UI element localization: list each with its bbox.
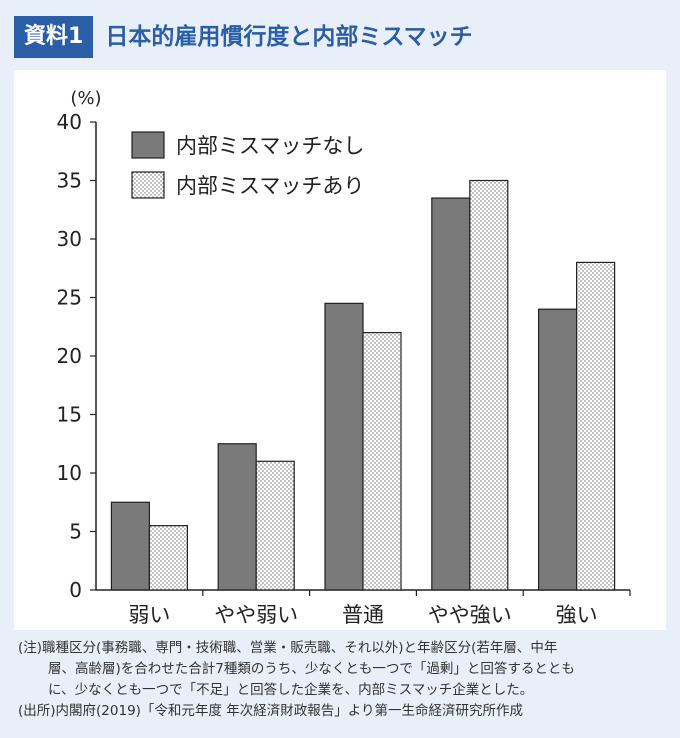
header: 資料1 日本的雇用慣行度と内部ミスマッチ — [14, 14, 666, 60]
bar-no-mismatch — [110, 501, 151, 591]
y-tick-label: 0 — [69, 578, 82, 602]
y-tick-label: 15 — [57, 403, 82, 427]
legend-label: 内部ミスマッチなし — [176, 134, 364, 158]
bar-mismatch — [575, 261, 616, 591]
x-tick-label: 強い — [556, 603, 598, 627]
y-tick-label: 30 — [57, 227, 82, 251]
bar-mismatch — [255, 460, 295, 591]
note-line-1: (注)職種区分(事務職、専門・技術職、営業・販売職、それ以外)と年齢区分(若年層… — [18, 640, 558, 656]
chart-panel: 0 5 10 15 20 25 30 35 40 (%) 弱い やや弱い 普通 やや強い 強い 内部ミスマッ… — [14, 70, 666, 630]
bar-no-mismatch — [431, 197, 471, 591]
note-line-3: に、少なくとも一つで「不足」と回答した企業を、内部ミスマッチ企業とした。 — [48, 682, 534, 698]
bar-mismatch — [469, 179, 509, 591]
legend-label: 内部ミスマッチあり — [176, 174, 364, 198]
source-line: (出所)内閣府(2019)「令和元年度 年次経済財政報告」より第一生命経済研究所… — [18, 703, 523, 719]
y-tick-label: 25 — [57, 286, 82, 310]
note-line-2: 層、高齢層)を合わせた合計7種類のうち、少なくとも一つで「過剰」と回答するととも — [48, 661, 575, 677]
x-tick-label: やや強い — [428, 603, 512, 627]
x-tick-label: やや弱い — [214, 603, 298, 627]
bar-no-mismatch — [537, 308, 578, 591]
figure-badge: 資料1 — [14, 16, 94, 58]
legend-swatch — [131, 131, 165, 159]
y-tick-label: 20 — [57, 344, 82, 368]
y-tick-label: 35 — [57, 169, 82, 193]
x-tick-label: 普通 — [342, 603, 384, 627]
y-tick-label: 40 — [57, 110, 82, 134]
bar-mismatch — [362, 332, 402, 591]
y-tick-label: 5 — [69, 520, 82, 544]
bar-chart: 0 5 10 15 20 25 30 35 40(%) 弱い やや弱い 普通 やや強い 強い 内部ミスマッ… — [57, 88, 631, 627]
y-axis-label: (%) — [70, 88, 101, 109]
bar-mismatch — [148, 525, 188, 591]
y-tick-label: 10 — [57, 461, 82, 485]
notes: (注)職種区分(事務職、専門・技術職、営業・販売職、それ以外)と年齢区分(若年層… — [18, 638, 666, 722]
legend-swatch — [131, 171, 165, 199]
figure-title: 日本的雇用慣行度と内部ミスマッチ — [105, 24, 473, 50]
bar-no-mismatch — [324, 302, 364, 591]
bar-no-mismatch — [217, 443, 257, 591]
x-tick-label: 弱い — [128, 603, 170, 627]
